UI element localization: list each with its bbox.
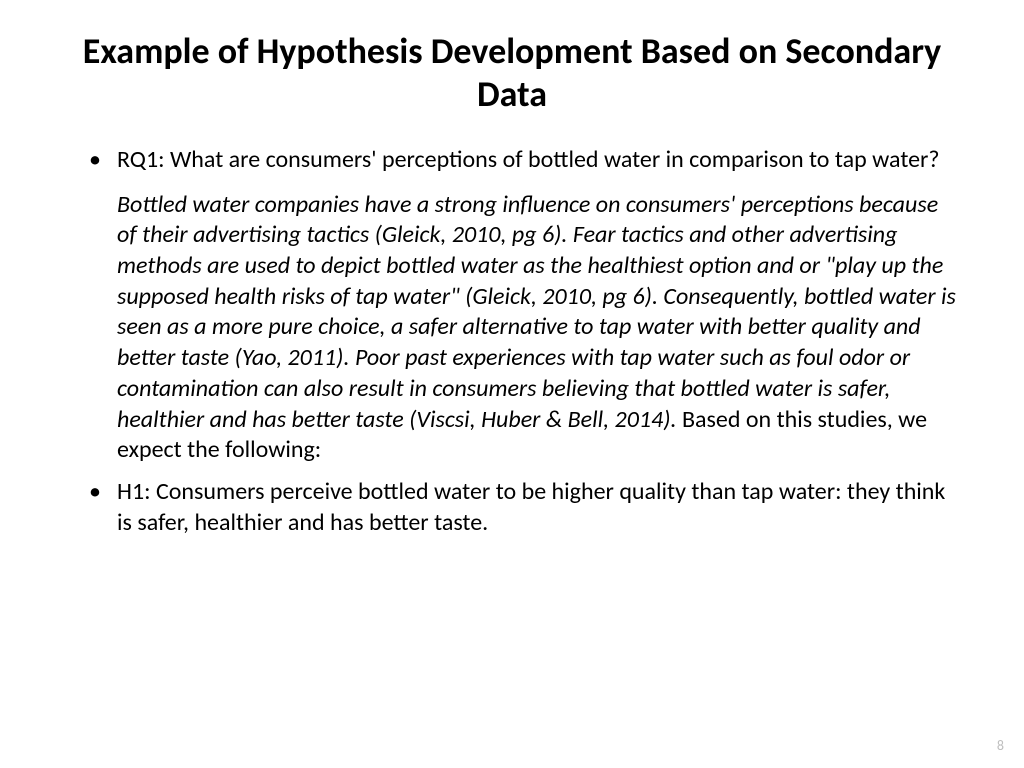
body-italic-text: Bottled water companies have a strong in… xyxy=(117,190,956,434)
bullet-rq1: RQ1: What are consumers' perceptions of … xyxy=(93,144,959,175)
bullet-h1: H1: Consumers perceive bottled water to … xyxy=(93,476,959,538)
slide-content: RQ1: What are consumers' perceptions of … xyxy=(65,144,959,538)
body-paragraph: Bottled water companies have a strong in… xyxy=(93,190,959,466)
page-number: 8 xyxy=(997,737,1004,754)
slide-title: Example of Hypothesis Development Based … xyxy=(65,30,959,116)
